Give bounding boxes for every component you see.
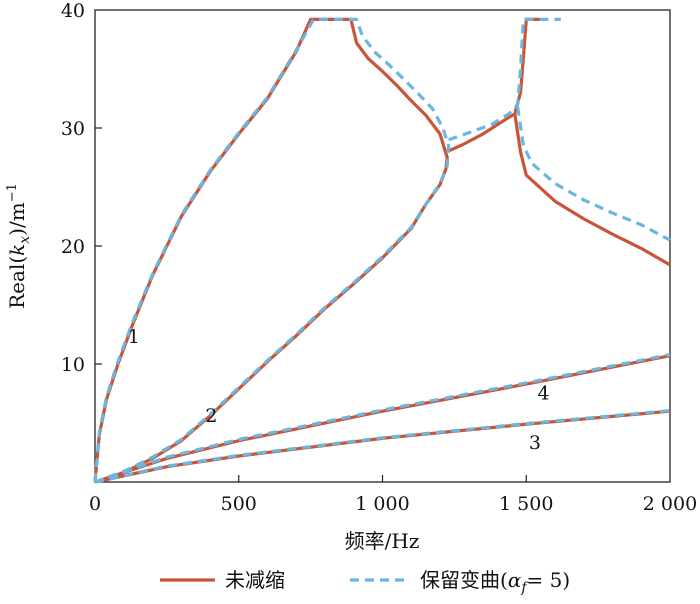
series-undamped-curve-3	[513, 113, 671, 267]
y-axis-title-sub: x	[17, 236, 33, 244]
y-tick-label-2: 30	[61, 118, 85, 140]
x-tick-label-2: 1 000	[355, 493, 409, 515]
series-retained-curve-3	[516, 106, 671, 242]
y-axis-title-main: Real(	[5, 256, 29, 309]
x-tick-label-4: 2 000	[643, 493, 697, 515]
curve-label-layer: 1 2 4 3	[128, 326, 550, 454]
series-retained-curve-1	[93, 17, 451, 484]
legend-label-undamped: 未减缩	[225, 568, 285, 592]
series-layer	[93, 17, 671, 484]
curve-label-4: 4	[537, 382, 549, 404]
legend-retained-prefix: 保留变曲(	[420, 568, 508, 592]
legend-retained-sub: f	[520, 580, 529, 596]
ticks-layer: 0 500 1 000 1 500 2 000 10 20 30 40	[61, 0, 697, 515]
y-axis-title: Real(kx)/m−1	[5, 183, 33, 309]
legend-label-retained: 保留变曲(αf= 5)	[420, 568, 570, 596]
series-undamped-curve-5	[94, 409, 671, 484]
x-tick-label-0: 0	[89, 493, 101, 515]
y-tick-label-0: 10	[61, 354, 85, 376]
series-retained-curve-5	[94, 409, 671, 484]
series-retained-curve-2	[448, 17, 561, 142]
plot-area: 0 500 1 000 1 500 2 000 10 20 30 40 1 2 4 3	[61, 0, 697, 515]
curve-label-3: 3	[529, 432, 541, 454]
curve-label-2: 2	[205, 405, 217, 427]
y-tick-label-3: 40	[61, 0, 85, 22]
legend: 未减缩 保留变曲(αf= 5)	[160, 568, 570, 596]
legend-retained-alpha: α	[508, 568, 522, 592]
legend-retained-suffix: = 5)	[527, 568, 571, 592]
y-axis-title-tail: )/m	[5, 202, 29, 236]
x-tick-label-1: 500	[221, 493, 257, 515]
curve-label-1: 1	[128, 326, 140, 348]
series-retained-curve-4	[94, 353, 671, 484]
series-undamped-curve-2	[446, 17, 541, 154]
y-axis-title-k: k	[5, 244, 29, 256]
x-axis-title: 频率/Hz	[345, 529, 420, 553]
x-tick-label-3: 1 500	[499, 493, 553, 515]
y-tick-label-1: 20	[61, 236, 85, 258]
y-axis-title-sup: −1	[5, 183, 20, 202]
